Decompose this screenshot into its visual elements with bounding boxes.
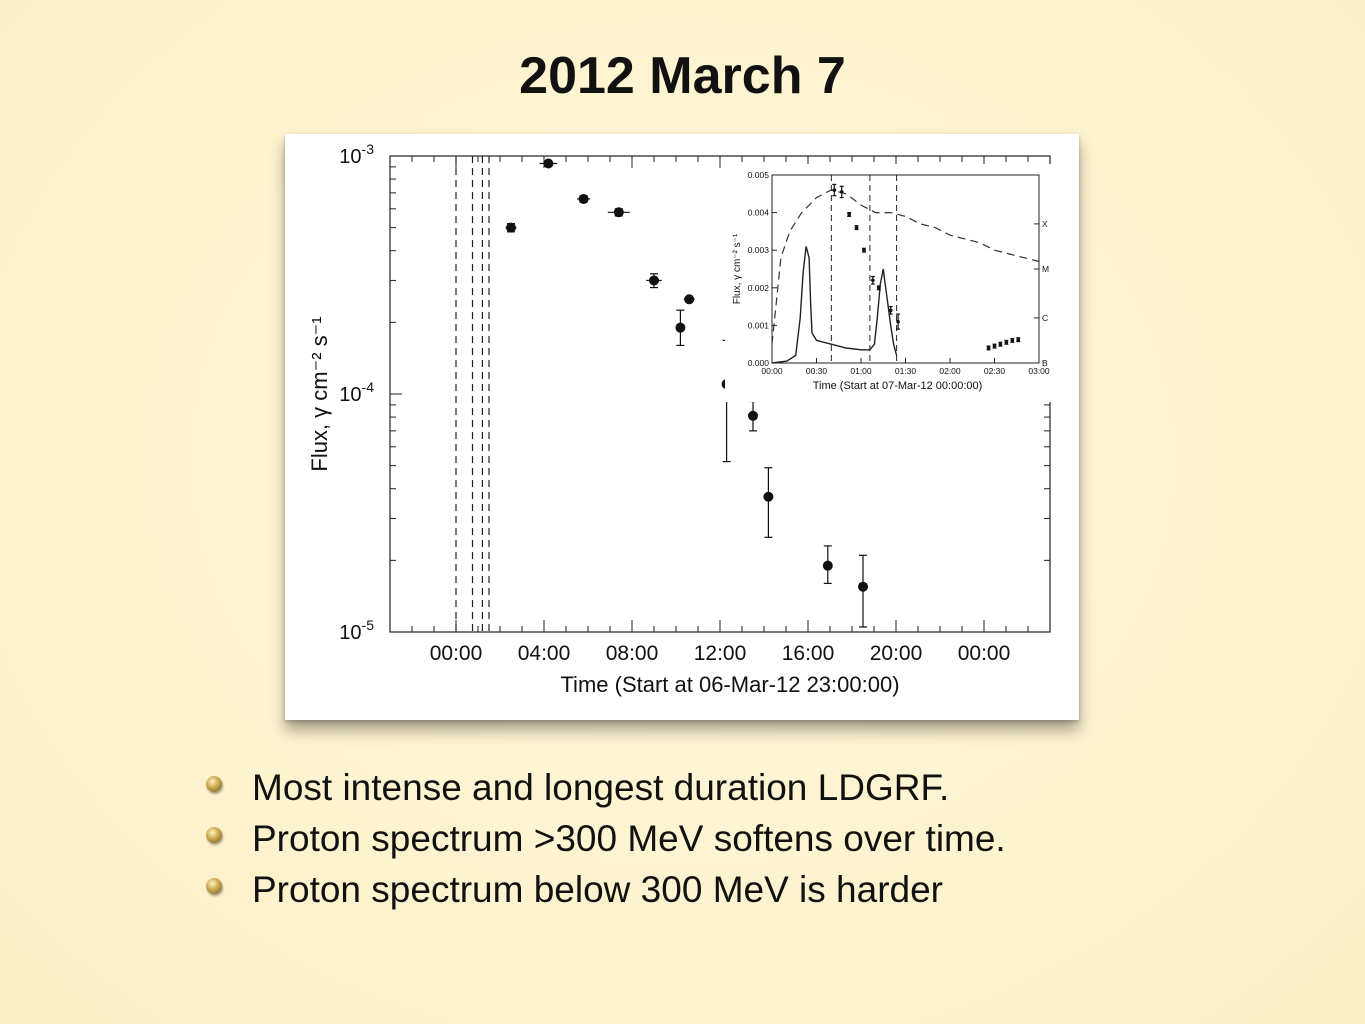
inset-x-tick-label: 00:30 [806,366,828,376]
y-tick-label: 10-4 [339,379,374,406]
bullet-text: Proton spectrum >300 MeV softens over ti… [252,818,1006,859]
inset-data-point [871,278,875,283]
x-tick-label: 20:00 [870,642,923,665]
bullet-item: Proton spectrum >300 MeV softens over ti… [204,813,1006,864]
main-flux-chart: 10-3 10-4 10-5 00:00 04:00 08:00 12:00 16:00 20:… [307,141,1051,697]
flux-chart: 10-3 10-4 10-5 00:00 04:00 08:00 12:00 16:00 20:… [307,141,1051,697]
y-tick-label: 10-3 [339,141,374,168]
bullet-icon [206,878,222,894]
x-tick-label: 04:00 [518,642,571,665]
inset-data-point [1010,338,1015,343]
inset-data-point [992,344,997,348]
inset-y-tick-label: 0.000 [748,358,770,368]
inset-x-tick-label: 03:00 [1028,366,1050,376]
inset-data-point [839,190,844,194]
x-tick-label: 00:00 [430,642,483,665]
inset-x-tick-label: 00:00 [761,366,783,376]
data-point [684,294,695,305]
inset-solid-curve [771,246,898,364]
inset-y-tick-label: 0.005 [748,170,770,180]
inset-data-point [877,286,881,290]
data-point [578,193,589,204]
bullet-text: Most intense and longest duration LDGRF. [252,767,950,808]
bullet-list: Most intense and longest duration LDGRF.… [204,762,1006,915]
y-tick-label: 10-5 [339,617,374,644]
inset-y-tick-label: 0.004 [748,208,770,218]
bullet-icon [206,776,222,792]
bullet-item: Most intense and longest duration LDGRF. [204,762,1006,813]
data-point [649,275,659,286]
inset-flux-chart: 0.000 0.001 0.002 0.003 0.004 0.005 00:00 00:30… [725,164,1051,402]
data-point [543,158,554,169]
data-point [748,410,758,421]
slide-title: 2012 March 7 [519,47,846,105]
bullet-icon [206,827,222,843]
inset-data-point [896,319,900,324]
data-point [822,560,833,571]
inset-data-point [998,342,1003,346]
inset-x-tick-label: 01:30 [895,366,917,376]
inset-right-label: B [1042,358,1048,368]
inset-data-point [832,188,837,192]
inset-data-point [1016,337,1021,342]
inset-y-axis-label: Flux, γ cm⁻² s⁻¹ [732,233,743,304]
x-tick-label: 00:00 [958,642,1011,665]
inset-data-point [888,308,893,313]
inset-right-label: C [1042,313,1048,323]
inset-dashed-curve [771,189,1040,345]
inset-right-label: M [1042,264,1049,274]
inset-x-tick-label: 01:00 [850,366,872,376]
x-axis-label: Time (Start at 06-Mar-12 23:00:00) [560,672,899,697]
data-point [613,207,624,218]
inset-x-axis-label: Time (Start at 07-Mar-12 00:00:00) [813,380,983,392]
y-axis-label: Flux, γ cm⁻² s⁻¹ [307,316,332,471]
bullet-item: Proton spectrum below 300 MeV is harder [204,864,1006,915]
inset-right-label: X [1042,219,1048,229]
figure-frame: 10-3 10-4 10-5 00:00 04:00 08:00 12:00 16:00 20:… [285,134,1079,720]
data-point [675,322,686,333]
inset-y-tick-label: 0.003 [748,245,770,255]
x-tick-label: 08:00 [606,642,659,665]
bullet-text: Proton spectrum below 300 MeV is harder [252,869,944,910]
inset-data-point [986,346,991,350]
inset-y-tick-label: 0.002 [748,283,770,293]
data-point [506,222,516,233]
inset-data-point [854,225,859,230]
inset-y-tick-label: 0.001 [748,320,770,330]
inset-x-tick-label: 02:30 [984,366,1006,376]
inset-data-point [1004,340,1009,345]
data-point [858,581,868,592]
data-point [763,491,774,502]
x-tick-label: 12:00 [694,642,747,665]
inset-data-point [862,248,866,252]
x-tick-label: 16:00 [782,642,835,665]
inset-x-tick-label: 02:00 [939,366,961,376]
inset-data-point [847,212,851,217]
